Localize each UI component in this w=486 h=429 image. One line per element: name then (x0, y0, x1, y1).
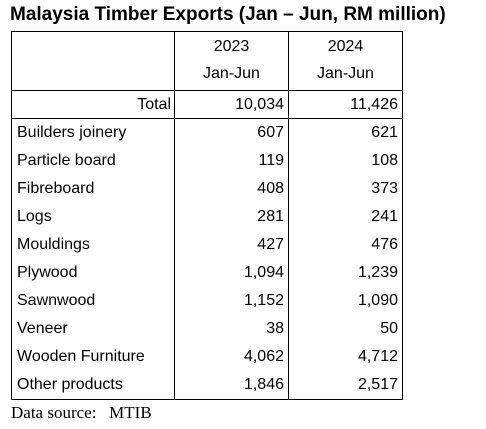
product-label: Builders joinery (11, 118, 175, 147)
table-row: Other products 1,846 2,517 (11, 371, 403, 400)
product-label: Logs (11, 203, 175, 231)
product-label: Particle board (11, 147, 175, 175)
table-row: Veneer 38 50 (11, 315, 403, 343)
total-value-2023: 10,034 (174, 90, 289, 119)
table-row: Logs 281 241 (11, 203, 403, 231)
table-row: Sawnwood 1,152 1,090 (11, 287, 403, 315)
column-header-2023: 2023 Jan-Jun (174, 31, 289, 91)
value-2023: 1,846 (174, 371, 289, 400)
total-row: Total 10,034 11,426 (11, 90, 403, 119)
value-2023: 4,062 (174, 343, 289, 371)
value-2023: 281 (174, 203, 289, 231)
column-year: 2024 (327, 38, 364, 55)
value-2023: 408 (174, 175, 289, 203)
table-title: Malaysia Timber Exports (Jan – Jun, RM m… (10, 4, 446, 25)
header-corner-cell (11, 31, 175, 91)
product-rows: Builders joinery 607 621 Particle board 119 1… (11, 118, 403, 400)
data-source-note: Data source: MTIB (11, 403, 152, 422)
value-2024: 2,517 (288, 371, 403, 400)
value-2023: 119 (174, 147, 289, 175)
value-2023: 1,094 (174, 259, 289, 287)
value-2023: 607 (174, 118, 289, 147)
timber-exports-table: 2023 Jan-Jun 2024 Jan-Jun Total 10,034 1… (11, 31, 403, 400)
value-2024: 1,239 (288, 259, 403, 287)
table-row: Particle board 119 108 (11, 147, 403, 175)
value-2023: 38 (174, 315, 289, 343)
value-2024: 4,712 (288, 343, 403, 371)
value-2023: 1,152 (174, 287, 289, 315)
table-row: Builders joinery 607 621 (11, 118, 403, 147)
product-label: Mouldings (11, 231, 175, 259)
column-period: Jan-Jun (317, 65, 374, 82)
value-2024: 108 (288, 147, 403, 175)
column-year: 2023 (213, 38, 250, 55)
total-label: Total (11, 90, 175, 119)
table-row: Wooden Furniture 4,062 4,712 (11, 343, 403, 371)
value-2023: 427 (174, 231, 289, 259)
column-header-2024: 2024 Jan-Jun (288, 31, 403, 91)
value-2024: 50 (288, 315, 403, 343)
table-row: Mouldings 427 476 (11, 231, 403, 259)
product-label: Other products (11, 371, 175, 400)
product-label: Wooden Furniture (11, 343, 175, 371)
value-2024: 241 (288, 203, 403, 231)
value-2024: 476 (288, 231, 403, 259)
total-value-2024: 11,426 (288, 90, 403, 119)
table-row: Plywood 1,094 1,239 (11, 259, 403, 287)
product-label: Sawnwood (11, 287, 175, 315)
column-period: Jan-Jun (203, 65, 260, 82)
value-2024: 621 (288, 118, 403, 147)
product-label: Veneer (11, 315, 175, 343)
value-2024: 1,090 (288, 287, 403, 315)
value-2024: 373 (288, 175, 403, 203)
product-label: Fibreboard (11, 175, 175, 203)
header-row: 2023 Jan-Jun 2024 Jan-Jun (11, 31, 403, 91)
product-label: Plywood (11, 259, 175, 287)
table-row: Fibreboard 408 373 (11, 175, 403, 203)
